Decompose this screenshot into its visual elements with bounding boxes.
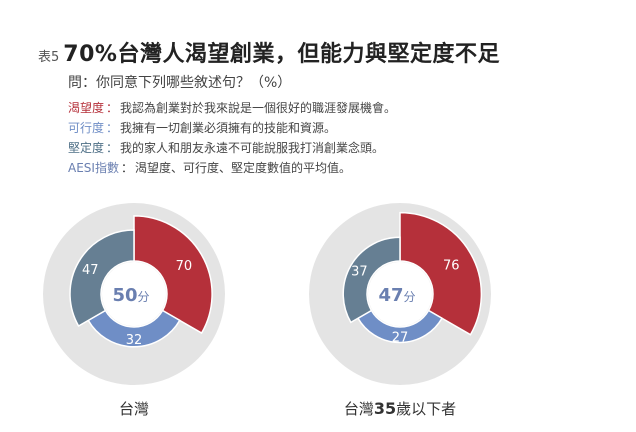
definition-separator: ： [106, 141, 119, 155]
definition-separator: ： [120, 161, 133, 175]
definition-text: 渴望度、可行度、堅定度數值的平均值。 [134, 161, 351, 175]
chart-label-taiwan: 台灣 [118, 400, 149, 418]
value-label: 76 [443, 258, 460, 273]
sector-堅定度 [69, 229, 135, 328]
definition-text: 我的家人和朋友永遠不可能說服我打消創業念頭。 [120, 141, 385, 155]
definition-term: AESI指數 [68, 161, 119, 175]
definition-term: 可行度 [68, 121, 105, 135]
definition-term: 堅定度 [68, 141, 105, 155]
definition-row: 可行度：我擁有一切創業必須擁有的技能和資源。 [68, 118, 396, 138]
definition-row: AESI指數：渴望度、可行度、堅定度數值的平均值。 [68, 158, 396, 178]
chart-label-suffix: 歲以下者 [396, 400, 457, 418]
value-label: 27 [392, 331, 409, 346]
definition-separator: ： [106, 121, 119, 135]
chart-label-under35: 台灣35歲以下者 [300, 398, 500, 419]
definition-separator: ： [106, 101, 119, 115]
center-hole [368, 262, 432, 326]
value-label: 47 [82, 263, 99, 278]
center-score: 50分 [112, 285, 149, 306]
definition-text: 我擁有一切創業必須擁有的技能和資源。 [120, 121, 337, 135]
chart-label-prefix: 台灣 [343, 400, 374, 418]
definitions-list: 渴望度：我認為創業對於我來說是一個很好的職涯發展機會。 可行度：我擁有一切創業必… [68, 98, 396, 178]
definition-text: 我認為創業對於我來說是一個很好的職涯發展機會。 [120, 101, 397, 115]
table-label: 表5 [38, 50, 60, 65]
question-text: 問：你同意下列哪些敘述句？（%） [68, 75, 292, 91]
center-score: 47分 [378, 285, 415, 306]
sector-渴望度 [133, 215, 213, 335]
definition-row: 堅定度：我的家人和朋友永遠不可能說服我打消創業念頭。 [68, 138, 396, 158]
definition-row: 渴望度：我認為創業對於我來說是一個很好的職涯發展機會。 [68, 98, 396, 118]
value-label: 32 [126, 333, 143, 348]
definition-term: 渴望度 [68, 101, 105, 115]
value-label: 37 [351, 265, 368, 280]
chart-label-age: 35 [373, 399, 397, 418]
chart-title: 70%台灣人渴望創業，但能力與堅定度不足 [63, 42, 500, 67]
sector-堅定度 [342, 236, 401, 324]
donut-chart-1: 76 27 37 47分 [309, 203, 491, 385]
sector-渴望度 [399, 211, 483, 336]
value-label: 70 [176, 259, 193, 274]
center-hole [102, 262, 166, 326]
donut-chart-0: 70 32 47 50分 [43, 203, 225, 385]
chart-header: 表5 70%台灣人渴望創業，但能力與堅定度不足 [38, 36, 628, 68]
